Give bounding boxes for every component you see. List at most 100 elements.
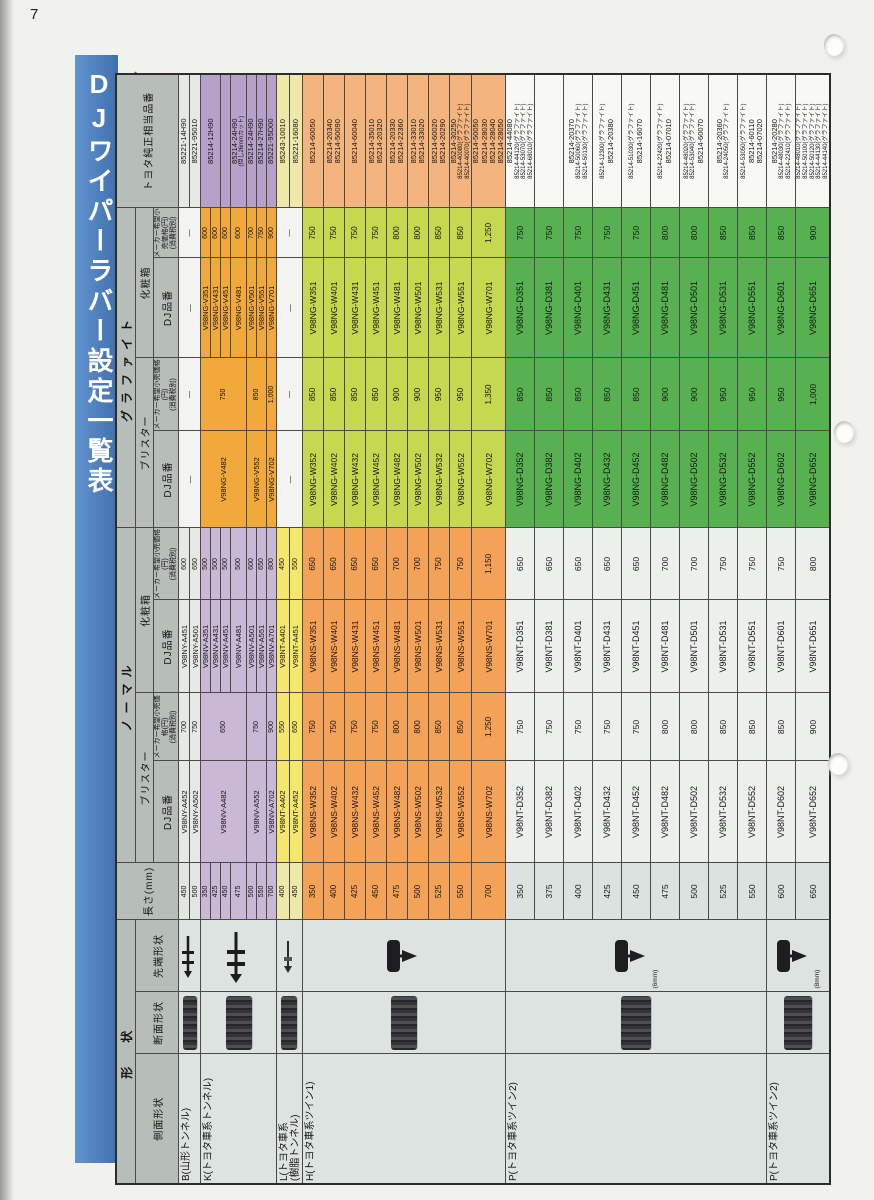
price-cell: 650 <box>534 527 564 600</box>
dj-code-cell: V98NS-W532 <box>428 760 450 863</box>
wiper-rubber-table: 形 状長さ(mm) ノーマル グラファイト トヨタ純正相当品番 側面形状 断面形状 先端形状… <box>115 72 832 1185</box>
length-cell: 400 <box>276 862 290 920</box>
dj-code-cell: V98NT-D482 <box>650 760 680 863</box>
dj-code-cell: V98NS-W351 <box>302 599 324 693</box>
price-cell: — <box>276 207 303 258</box>
dj-code-cell: V98NG-W701 <box>471 257 506 358</box>
toyota-code-cell: 85214-20330 85214-22360 <box>386 73 408 208</box>
header-graphite-group: グラファイト <box>116 207 136 528</box>
price-cell: 700 <box>679 527 709 600</box>
dj-code-cell: V98NG-W531 <box>428 257 450 358</box>
dj-code-cell: V98NG-V481 <box>230 257 247 358</box>
dj-code-cell: V98NG-V701 <box>266 257 277 358</box>
price-cell: 850 <box>766 207 796 258</box>
price-cell: 750 <box>428 527 450 600</box>
section-side-shape-label: B(山形トンネル) <box>178 1054 201 1184</box>
price-cell: 600 <box>230 207 247 258</box>
dj-code-cell: V98NG-D531 <box>708 257 738 358</box>
dj-code-cell: V98NT-A402 <box>276 760 290 863</box>
dj-code-cell: V98NG-D502 <box>679 430 709 528</box>
price-cell: 700 <box>246 207 257 258</box>
cross-section-photo <box>621 996 652 1050</box>
toyota-code-cell: 85214-20370 85214-50060(グラファイト) 85214-5013… <box>563 73 593 208</box>
punch-hole <box>828 753 848 775</box>
price-cell: 900 <box>407 357 429 431</box>
dj-code-cell: V98NT-D401 <box>563 599 593 693</box>
price-cell: 950 <box>766 357 796 431</box>
dj-code-cell: V98NT-D352 <box>505 760 535 863</box>
price-cell: 900 <box>386 357 408 431</box>
price-cell: 650 <box>592 527 622 600</box>
price-cell: 750 <box>256 207 267 258</box>
cross-section-photo-cell <box>505 992 767 1054</box>
dj-code-cell: V98NT-D351 <box>505 599 535 693</box>
price-cell: 900 <box>650 357 680 431</box>
page-number: 7 <box>30 6 39 23</box>
price-cell: 550 <box>289 527 303 600</box>
length-cell: 350 <box>200 862 211 920</box>
tip-shape-icon-cell <box>200 919 277 992</box>
price-cell: — <box>178 207 201 258</box>
length-cell: 475 <box>230 862 247 920</box>
price-cell: 650 <box>344 527 366 600</box>
dj-code-cell: V98NG-D481 <box>650 257 680 358</box>
cross-section-photo-cell <box>766 992 831 1054</box>
table-row: K(トヨタ車系トンネル) 350 V98NV-A482 650 V98NV-A351 50… <box>200 73 277 1184</box>
price-cell: 450 <box>276 527 290 600</box>
dj-code-cell: V98NS-W402 <box>323 760 345 863</box>
header-normal-group: ノーマル <box>116 527 136 863</box>
price-cell: 850 <box>534 357 564 431</box>
length-cell: 475 <box>386 862 408 920</box>
toyota-code-cell: 85214-30250 85214-40080(グラファイト) 85214-4007… <box>449 73 472 208</box>
price-cell: 750 <box>505 207 535 258</box>
price-cell: 750 <box>344 692 366 761</box>
cross-section-photo-cell <box>276 992 303 1054</box>
dj-code-cell: V98NV-A701 <box>266 599 277 693</box>
toyota-code-cell: 85214-20340 85214-50090 <box>323 73 345 208</box>
dj-code-cell: V98NT-D481 <box>650 599 680 693</box>
dj-code-cell: V98NG-W402 <box>323 430 345 528</box>
price-cell: 750 <box>344 207 366 258</box>
tip-shape-icon-cell: (6mm) <box>505 919 767 992</box>
price-cell: 650 <box>256 527 267 600</box>
toyota-code-cell: 85214-24H90 <box>246 73 257 208</box>
toyota-code-cell <box>534 73 564 208</box>
dj-code-cell: V98NG-W532 <box>428 430 450 528</box>
table-row: H(トヨタ車系ツイン1) 350 V98NS-W352 750 V98NS-W351 65… <box>302 73 506 1184</box>
page-title: DJワイパーラバー設定一覧表 <box>84 69 114 497</box>
header-shape-group: 形 状 <box>116 919 136 1184</box>
dj-code-cell: — <box>178 257 201 358</box>
price-cell: 850 <box>621 357 651 431</box>
dj-code-cell: V98NT-D651 <box>795 599 831 693</box>
length-cell: 425 <box>592 862 622 920</box>
dj-code-cell: V98NG-V351 <box>200 257 211 358</box>
price-cell: 600 <box>210 207 221 258</box>
dj-code-cell: V98NG-D382 <box>534 430 564 528</box>
price-cell: 600 <box>220 207 231 258</box>
price-cell: 750 <box>621 207 651 258</box>
price-cell: 650 <box>302 527 324 600</box>
dj-code-cell: V98NS-W401 <box>323 599 345 693</box>
toyota-code-cell: 85221-95D00 <box>266 73 277 208</box>
price-cell: 850 <box>766 692 796 761</box>
dj-code-cell: V98NG-D351 <box>505 257 535 358</box>
dj-code-cell: V98NG-W552 <box>449 430 472 528</box>
price-cell: 750 <box>737 527 767 600</box>
dj-code-cell: V98NV-A501 <box>246 599 257 693</box>
header-blister: ブリスター <box>135 692 154 863</box>
header-dj-code: DJ品番 <box>153 257 179 358</box>
header-dj-code: DJ品番 <box>153 760 179 863</box>
price-cell: 900 <box>266 692 277 761</box>
dj-code-cell: V98NG-V552 <box>246 430 267 528</box>
toyota-code-cell: 85214-27H90 <box>256 73 267 208</box>
price-cell: 850 <box>246 357 267 431</box>
header-price: メーカー希望小売価格(円) (消費税別) <box>153 527 179 600</box>
price-cell: 850 <box>365 357 387 431</box>
dj-code-cell: V98NG-D431 <box>592 257 622 358</box>
price-cell: 750 <box>302 692 324 761</box>
dj-code-cell: V98NT-D551 <box>737 599 767 693</box>
header-dj-code: DJ品番 <box>153 430 179 528</box>
dj-code-cell: V98NG-V501 <box>246 257 257 358</box>
tip-shape-icon-cell <box>302 919 506 992</box>
dj-code-cell: V98NG-V451 <box>220 257 231 358</box>
